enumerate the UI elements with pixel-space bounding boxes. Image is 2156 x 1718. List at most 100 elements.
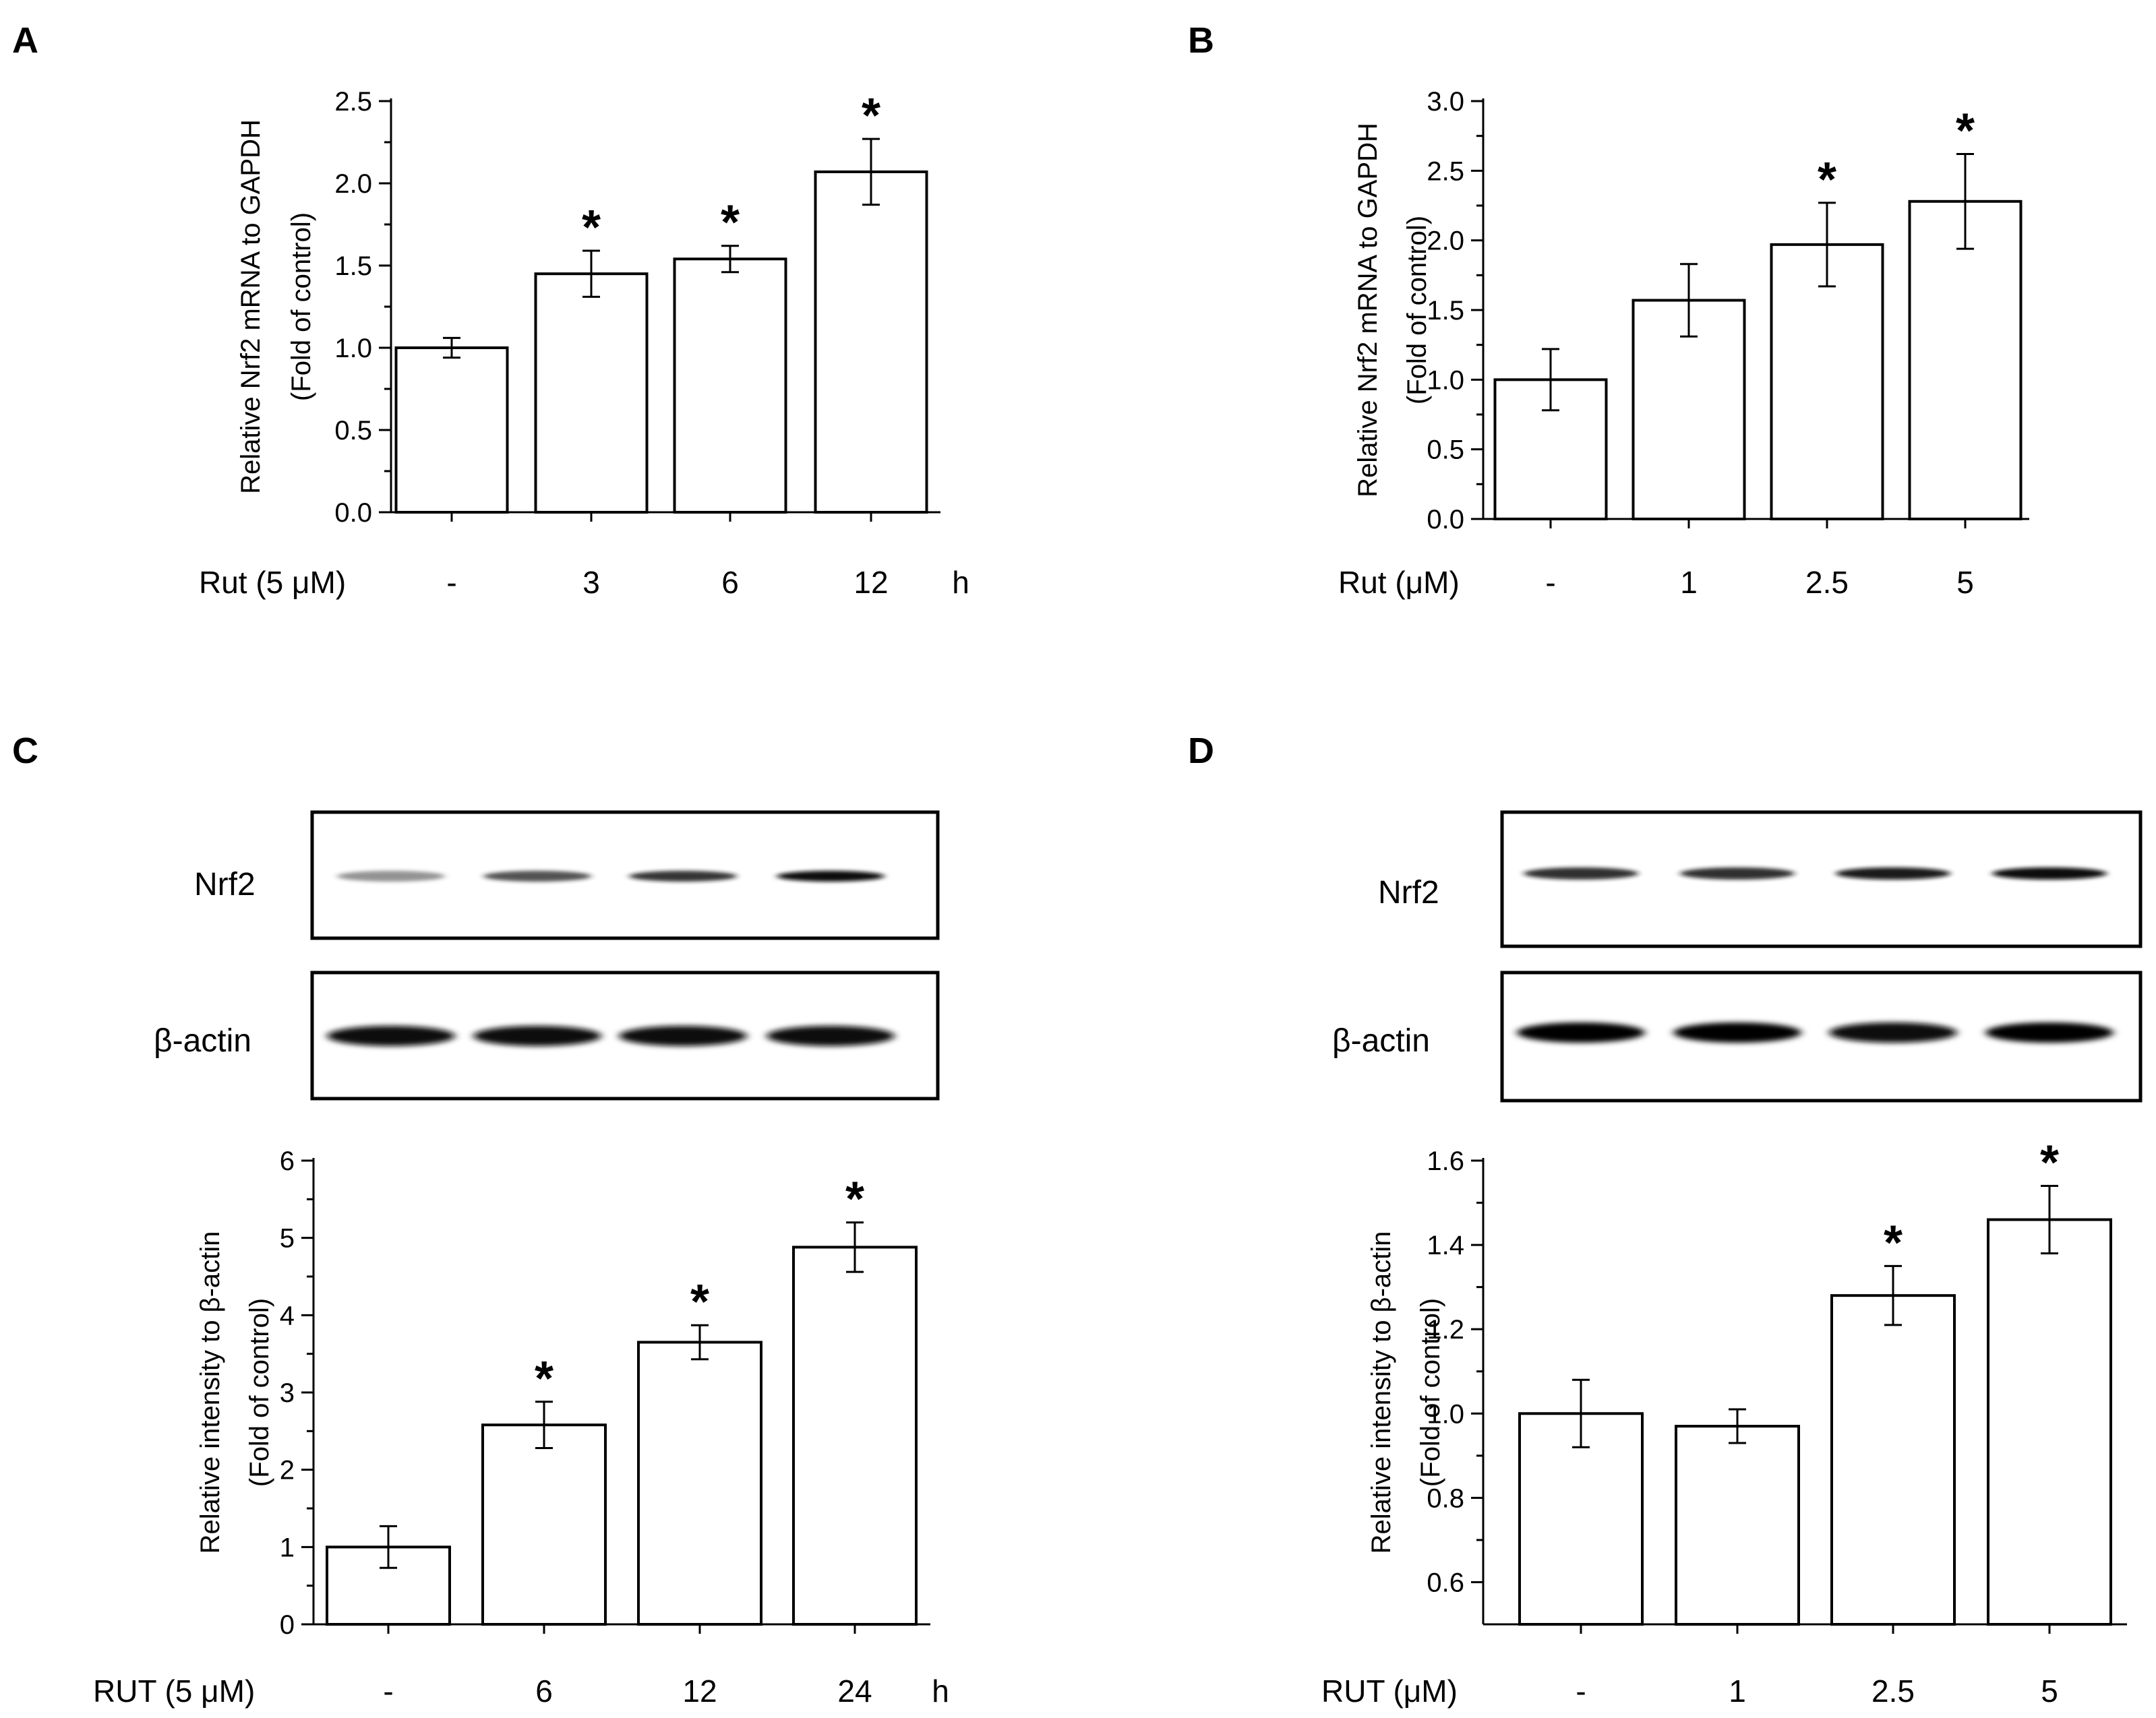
significance-marker: * (1818, 153, 1836, 207)
blot-band (1992, 867, 2107, 880)
y-tick-label: 2.0 (1427, 226, 1464, 256)
x-category-label: 24 (837, 1674, 872, 1709)
x-category-label: - (383, 1674, 393, 1709)
condition-label: RUT (μM) (1321, 1674, 1458, 1709)
y-tick-label: 1.0 (334, 334, 372, 363)
bar (673, 257, 787, 514)
bar (394, 346, 509, 514)
x-category-label: 2.5 (1805, 565, 1849, 600)
x-category-label: - (1576, 1674, 1586, 1709)
blot-band (473, 1026, 601, 1046)
y-axis-label-sub: (Fold of control) (1416, 1298, 1445, 1487)
significance-marker: * (535, 1352, 553, 1406)
blot-row-label-actin: β-actin (154, 1023, 251, 1059)
x-category-label: 12 (682, 1674, 717, 1709)
blot-row-label-nrf2: Nrf2 (194, 867, 256, 902)
bar (1908, 200, 2023, 520)
blot-bands-nrf2 (337, 871, 885, 882)
panel-label-a: A (12, 20, 38, 61)
condition-label: Rut (5 μM) (199, 565, 346, 600)
y-tick-label: 2.5 (1427, 156, 1464, 186)
blot-band (619, 1026, 747, 1046)
unit-label: h (932, 1674, 949, 1709)
y-axis-label: Relative Nrf2 mRNA to GAPDH (236, 119, 266, 494)
bar (481, 1423, 607, 1626)
bar (637, 1341, 762, 1626)
blot-row-label-actin: β-actin (1332, 1023, 1430, 1059)
y-tick-label: 2 (280, 1456, 295, 1485)
unit-label: h (952, 565, 969, 600)
significance-marker: * (845, 1173, 864, 1227)
significance-marker: * (721, 196, 740, 250)
x-category-label: 6 (721, 565, 739, 600)
y-axis-label-sub: (Fold of control) (1402, 216, 1432, 404)
y-tick-label: 1.2 (1427, 1315, 1464, 1345)
blot-row-label-nrf2: Nrf2 (1378, 875, 1439, 911)
chart-panel-a: 0.0 0.5 1.0 1.5 2.0 2.5 Relative Nrf2 mRNA to … (199, 87, 969, 600)
chart-panel-b: 0.0 0.5 1.0 1.5 2.0 2.5 3.0 Relative Nrf2 mRNA … (1338, 87, 2029, 600)
y-tick-label: 3 (280, 1378, 295, 1408)
significance-marker: * (690, 1275, 709, 1329)
condition-label: Rut (μM) (1338, 565, 1460, 600)
y-tick-label: 1.4 (1427, 1231, 1464, 1260)
x-category-label: 5 (1956, 565, 1974, 600)
x-category-label: 12 (854, 565, 888, 600)
bar (1987, 1218, 2112, 1626)
y-tick-label: 3.0 (1427, 87, 1464, 117)
y-tick-label: 0.6 (1427, 1568, 1464, 1597)
blot-band (777, 871, 885, 882)
y-axis-label: Relative intensity to β-actin (1367, 1231, 1396, 1554)
x-category-label: - (1545, 565, 1555, 600)
y-tick-label: 1 (280, 1533, 295, 1562)
blot-band (1985, 1022, 2114, 1043)
y-tick-label: 6 (280, 1146, 295, 1176)
blot-band (767, 1026, 895, 1046)
y-axis-label-sub: (Fold of control) (245, 1298, 274, 1487)
y-tick-label: 1.0 (1427, 365, 1464, 395)
significance-marker: * (1884, 1216, 1903, 1270)
condition-label: RUT (5 μM) (93, 1674, 255, 1709)
y-tick-label: 1.0 (1427, 1399, 1464, 1429)
y-tick-label: 0 (280, 1610, 295, 1640)
panel-label-b: B (1188, 20, 1214, 61)
y-axis-label-sub: (Fold of control) (287, 212, 316, 401)
blot-bands-actin (1517, 1022, 2114, 1043)
x-category-label: 5 (2041, 1674, 2058, 1709)
x-category-label: 1 (1729, 1674, 1746, 1709)
y-tick-label: 0.5 (334, 416, 372, 446)
x-category-label: 2.5 (1871, 1674, 1915, 1709)
x-category-label: 1 (1680, 565, 1698, 600)
blot-band (1836, 867, 1950, 880)
y-tick-label: 1.6 (1427, 1146, 1464, 1176)
y-tick-label: 2.0 (334, 169, 372, 199)
significance-marker: * (862, 89, 880, 143)
significance-marker: * (1956, 104, 1975, 158)
x-category-label: 3 (582, 565, 600, 600)
chart-panel-d: 0.6 0.8 1.0 1.2 1.4 1.6 Relative intensity to … (1321, 1136, 2127, 1709)
bar (1675, 1425, 1800, 1626)
x-category-label: 6 (535, 1674, 553, 1709)
y-axis-label: Relative Nrf2 mRNA to GAPDH (1353, 123, 1383, 497)
y-tick-label: 2.5 (334, 87, 372, 117)
blot-band (1524, 867, 1638, 880)
significance-marker: * (582, 201, 601, 255)
y-tick-label: 0.5 (1427, 435, 1464, 465)
significance-marker: * (2040, 1136, 2059, 1190)
y-tick-label: 0.0 (1427, 505, 1464, 534)
blot-band (1673, 1022, 1801, 1043)
blot-band (337, 871, 445, 882)
blot-bands-nrf2 (1524, 867, 2107, 880)
y-tick-label: 0.0 (334, 498, 372, 528)
panel-label-d: D (1188, 731, 1214, 771)
bar (792, 1246, 918, 1626)
bar (1830, 1294, 1956, 1626)
y-tick-label: 1.5 (1427, 296, 1464, 326)
bar (1518, 1412, 1644, 1626)
y-tick-label: 0.8 (1427, 1483, 1464, 1513)
blot-band (629, 871, 737, 882)
bar (534, 272, 649, 514)
blot-band (327, 1026, 455, 1046)
western-blot-d: Nrf2 β-actin (1332, 810, 2143, 1103)
